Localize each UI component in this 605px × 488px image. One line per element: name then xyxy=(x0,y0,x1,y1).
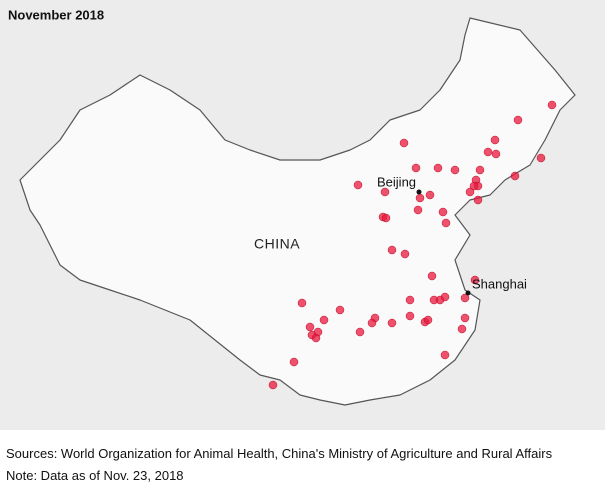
map-title: November 2018 xyxy=(8,7,104,22)
outbreak-dots xyxy=(268,100,557,390)
city-label: Shanghai xyxy=(472,276,527,291)
sources: Sources: World Organization for Animal H… xyxy=(6,446,553,461)
map: November 2018 CHINA Beijing Shanghai xyxy=(0,0,605,430)
city-marker xyxy=(465,290,471,296)
city-marker xyxy=(416,189,422,195)
country-label: CHINA xyxy=(254,236,300,252)
city-label: Beijing xyxy=(377,174,416,189)
country-outline xyxy=(19,17,576,406)
note: Note: Data as of Nov. 23, 2018 xyxy=(6,468,184,483)
